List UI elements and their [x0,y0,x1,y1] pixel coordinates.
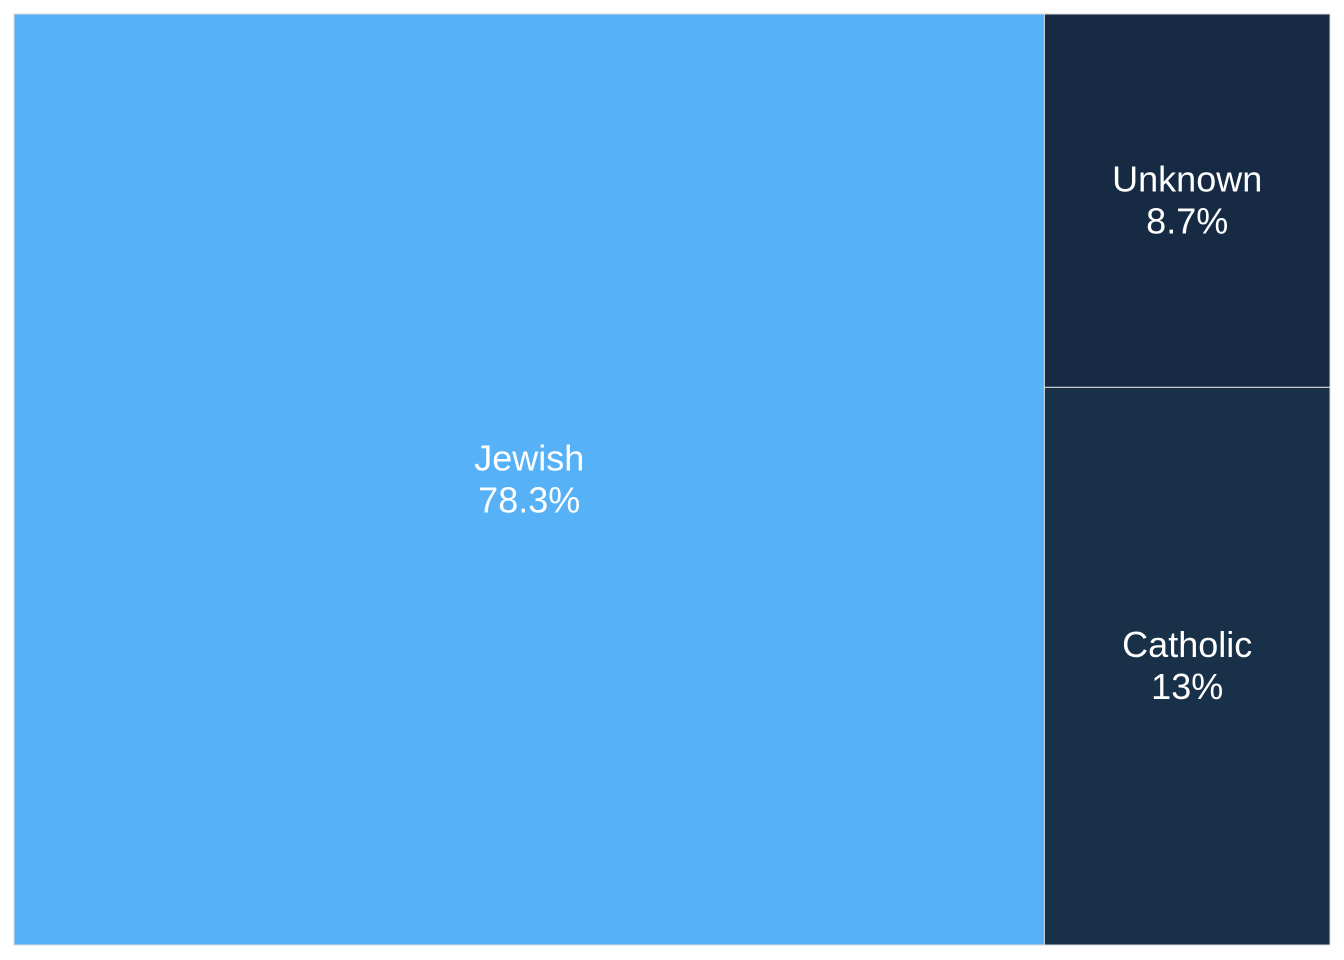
tile-label-catholic: Catholic [1122,624,1252,665]
tile-group-unknown: Unknown 8.7% [1043,13,1331,388]
tile-group-catholic: Catholic 13% [1043,386,1331,946]
tile-value-catholic: 13% [1151,666,1223,707]
tile-value-jewish: 78.3% [478,480,580,521]
tile-label-jewish: Jewish [474,438,584,479]
tile-catholic [1043,386,1331,946]
tile-jewish [13,13,1045,946]
tile-group-jewish: Jewish 78.3% [13,13,1045,946]
tile-unknown [1043,13,1331,388]
tile-label-unknown: Unknown [1112,159,1262,200]
tile-value-unknown: 8.7% [1146,201,1228,242]
